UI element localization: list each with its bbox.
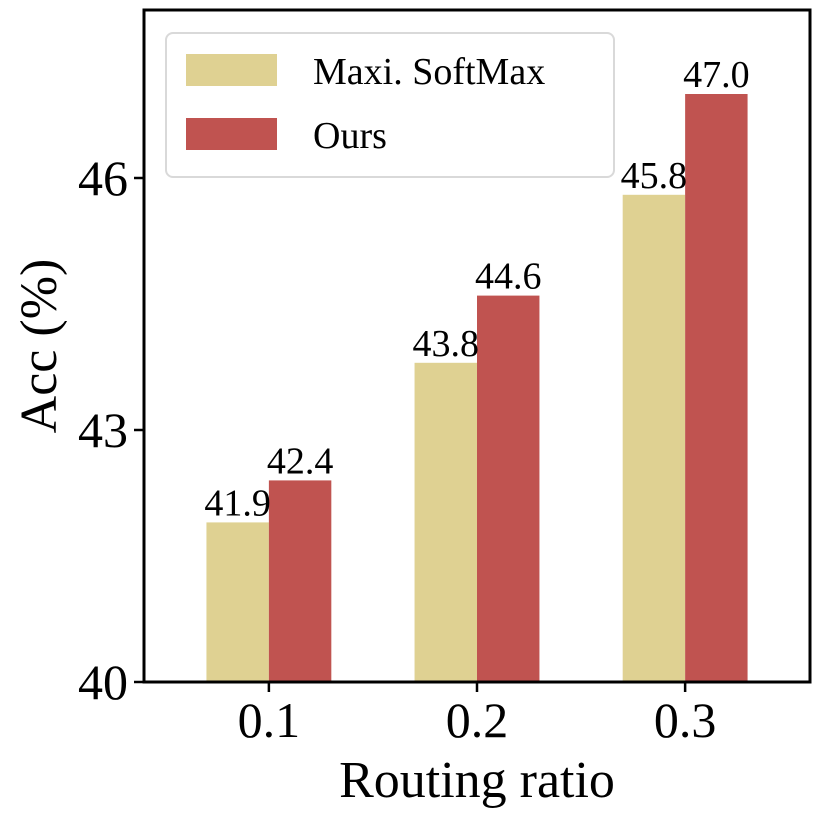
legend-swatch-maxi-softmax: [186, 54, 277, 86]
legend-swatch-ours: [186, 118, 277, 150]
bars-layer: [206, 94, 748, 683]
legend-label-ours: Ours: [313, 115, 387, 157]
bar-maxi-softmax-0-3: [622, 194, 686, 683]
y-tick-label: 43: [78, 402, 128, 458]
bar-maxi-softmax-0-1: [206, 522, 269, 682]
bar-value-label: 45.8: [621, 155, 688, 197]
y-axis-ticks: 40 43 46: [78, 150, 144, 710]
y-axis-title: Acc (%): [11, 259, 68, 434]
y-tick-label: 40: [78, 654, 128, 710]
x-tick-label: 0.3: [654, 692, 717, 748]
bar-value-label: 43.8: [413, 323, 480, 365]
legend-frame: [165, 32, 615, 178]
x-tick-label: 0.2: [446, 692, 509, 748]
bar-ours-0-3: [685, 94, 748, 682]
legend-label-maxi-softmax: Maxi. SoftMax: [313, 51, 545, 93]
x-axis-title: Routing ratio: [339, 752, 615, 809]
bar-ours-0-2: [477, 295, 540, 682]
legend: Maxi. SoftMax Ours: [165, 32, 615, 178]
y-tick-label: 46: [78, 150, 128, 206]
x-axis-ticks: 0.1 0.2 0.3: [238, 682, 717, 748]
bar-value-label: 42.4: [267, 440, 334, 482]
bar-ours-0-1: [268, 480, 332, 682]
value-labels-layer: 41.942.4 43.8 44.6 45.8 47.0: [204, 54, 749, 524]
bar-value-label: 41.9: [204, 482, 271, 524]
bar-maxi-softmax-0-2: [414, 362, 477, 682]
bar-value-label: 47.0: [683, 54, 750, 96]
bar-value-label: 44.6: [475, 256, 542, 298]
x-tick-label: 0.1: [238, 692, 301, 748]
